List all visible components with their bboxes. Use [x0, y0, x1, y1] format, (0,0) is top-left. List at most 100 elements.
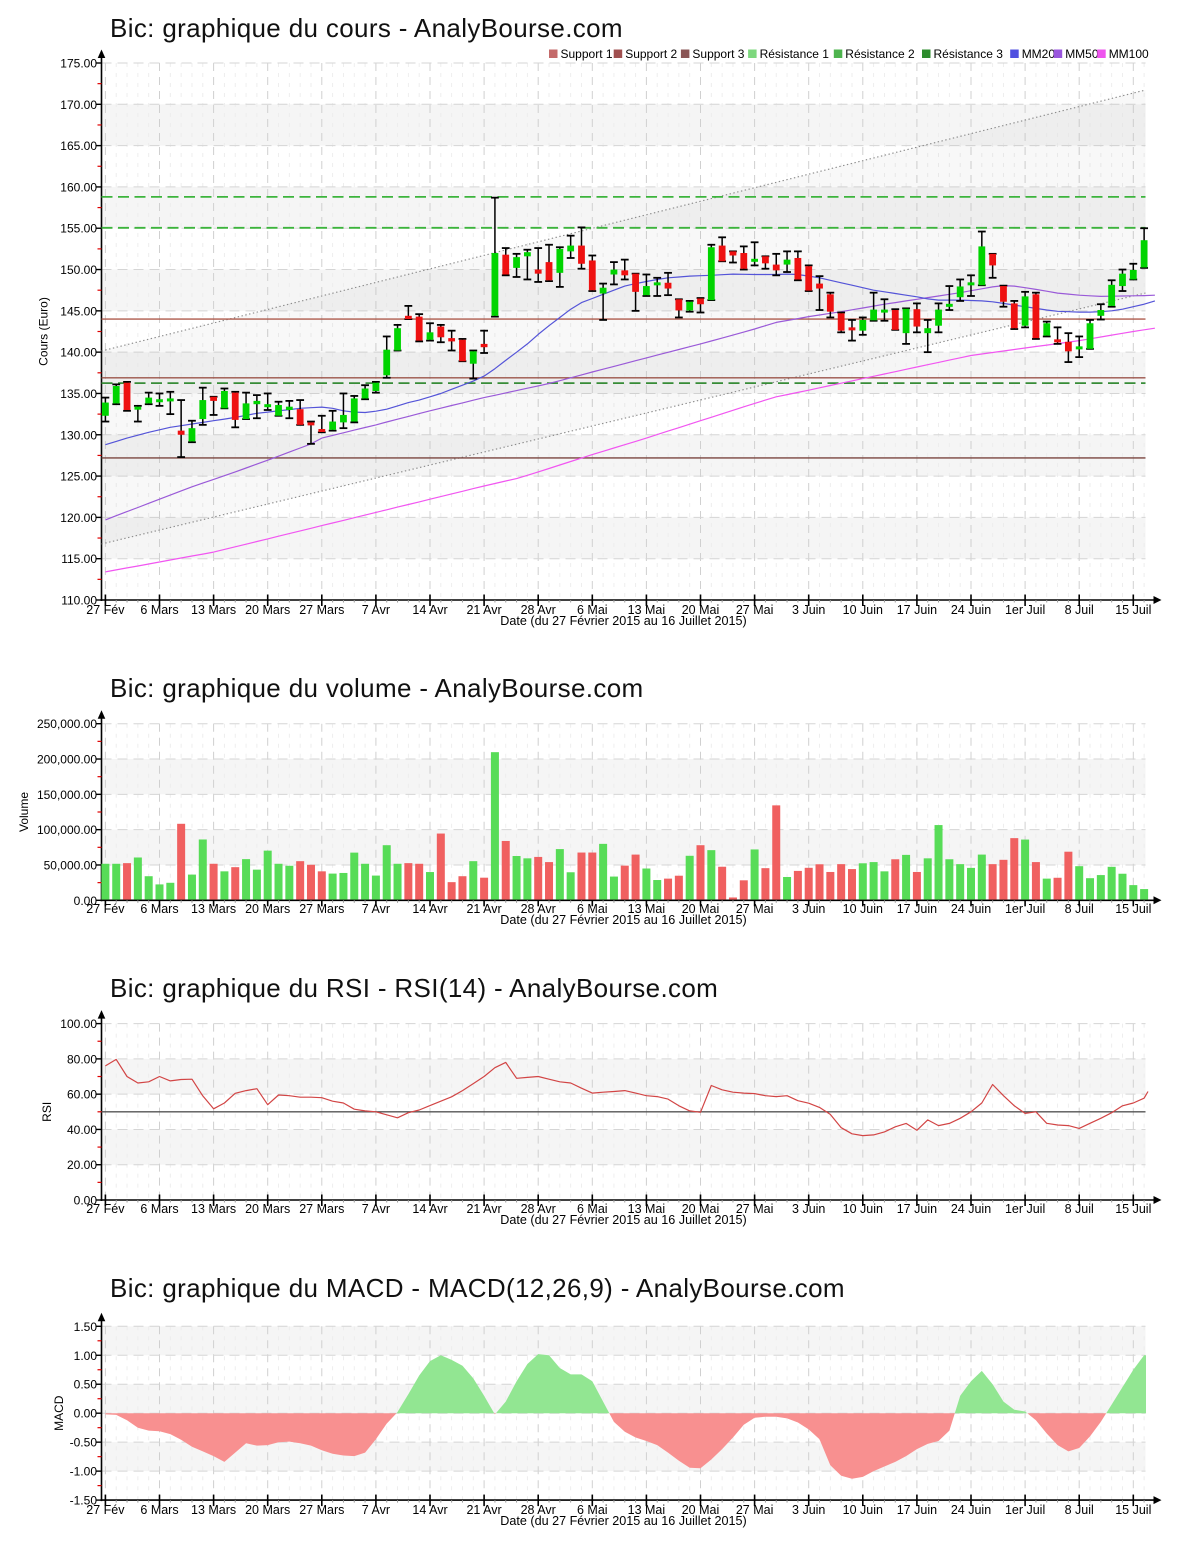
svg-text:6 Mars: 6 Mars	[140, 902, 178, 916]
svg-text:130.00: 130.00	[60, 428, 97, 442]
svg-text:6 Mai: 6 Mai	[577, 902, 608, 916]
svg-text:24 Juin: 24 Juin	[951, 603, 991, 617]
svg-text:8 Juil: 8 Juil	[1065, 1202, 1094, 1216]
svg-text:160.00: 160.00	[60, 180, 97, 194]
svg-text:13 Mars: 13 Mars	[191, 1202, 236, 1216]
svg-text:17 Juin: 17 Juin	[897, 1503, 937, 1517]
svg-text:13 Mai: 13 Mai	[628, 603, 666, 617]
svg-text:0.00: 0.00	[74, 1407, 98, 1421]
svg-text:80.00: 80.00	[67, 1052, 97, 1066]
svg-text:13 Mai: 13 Mai	[628, 1503, 666, 1517]
svg-text:27 Mai: 27 Mai	[736, 1503, 774, 1517]
svg-text:Support 1: Support 1	[561, 47, 613, 61]
svg-text:20 Mars: 20 Mars	[245, 902, 290, 916]
svg-text:20 Mai: 20 Mai	[682, 1202, 720, 1216]
svg-text:14 Avr: 14 Avr	[412, 1202, 447, 1216]
svg-text:50,000.00: 50,000.00	[44, 858, 98, 872]
svg-text:10 Juin: 10 Juin	[843, 1202, 883, 1216]
svg-text:21 Avr: 21 Avr	[466, 902, 501, 916]
svg-text:-0.50: -0.50	[70, 1436, 98, 1450]
svg-text:15 Juil: 15 Juil	[1115, 902, 1151, 916]
svg-text:Bic: graphique du RSI - RSI(14: Bic: graphique du RSI - RSI(14) - AnalyB…	[110, 973, 718, 1003]
svg-text:0.00: 0.00	[74, 1194, 98, 1208]
svg-text:21 Avr: 21 Avr	[466, 603, 501, 617]
svg-text:150,000.00: 150,000.00	[37, 788, 97, 802]
svg-text:15 Juil: 15 Juil	[1115, 603, 1151, 617]
svg-text:Date (du 27 Février 2015 au 16: Date (du 27 Février 2015 au 16 Juillet 2…	[500, 913, 746, 927]
svg-text:13 Mai: 13 Mai	[628, 902, 666, 916]
svg-text:Cours (Euro): Cours (Euro)	[37, 297, 51, 366]
svg-text:110.00: 110.00	[61, 594, 97, 608]
svg-text:1er Juil: 1er Juil	[1005, 1503, 1045, 1517]
svg-text:Date (du 27 Février 2015 au 16: Date (du 27 Février 2015 au 16 Juillet 2…	[500, 614, 746, 628]
svg-text:Support 2: Support 2	[625, 47, 677, 61]
svg-text:60.00: 60.00	[67, 1088, 97, 1102]
svg-text:13 Mars: 13 Mars	[191, 902, 236, 916]
svg-text:MM50: MM50	[1065, 47, 1099, 61]
svg-text:27 Mai: 27 Mai	[736, 1202, 774, 1216]
svg-text:0.50: 0.50	[74, 1378, 98, 1392]
svg-text:0.00: 0.00	[74, 894, 98, 908]
svg-text:17 Juin: 17 Juin	[897, 1202, 937, 1216]
svg-text:10 Juin: 10 Juin	[843, 902, 883, 916]
svg-text:MM20: MM20	[1022, 47, 1056, 61]
svg-text:3 Juin: 3 Juin	[792, 603, 825, 617]
svg-text:14 Avr: 14 Avr	[412, 603, 447, 617]
svg-text:Date (du 27 Février 2015 au 16: Date (du 27 Février 2015 au 16 Juillet 2…	[500, 1213, 746, 1227]
svg-text:-1.00: -1.00	[70, 1465, 98, 1479]
svg-text:15 Juil: 15 Juil	[1115, 1202, 1151, 1216]
svg-text:20 Mai: 20 Mai	[682, 603, 720, 617]
svg-text:17 Juin: 17 Juin	[897, 603, 937, 617]
svg-text:135.00: 135.00	[60, 387, 97, 401]
svg-text:27 Mars: 27 Mars	[299, 603, 344, 617]
svg-text:250,000.00: 250,000.00	[37, 717, 97, 731]
svg-text:Bic: graphique du MACD - MACD(: Bic: graphique du MACD - MACD(12,26,9) -…	[110, 1273, 845, 1303]
svg-text:24 Juin: 24 Juin	[951, 902, 991, 916]
svg-text:20 Mai: 20 Mai	[682, 902, 720, 916]
svg-text:200,000.00: 200,000.00	[37, 753, 97, 767]
svg-text:10 Juin: 10 Juin	[843, 1503, 883, 1517]
svg-text:10 Juin: 10 Juin	[843, 603, 883, 617]
svg-text:7 Avr: 7 Avr	[362, 603, 390, 617]
svg-text:14 Avr: 14 Avr	[412, 1503, 447, 1517]
svg-text:125.00: 125.00	[60, 470, 97, 484]
svg-text:28 Avr: 28 Avr	[521, 1503, 556, 1517]
svg-text:8 Juil: 8 Juil	[1065, 603, 1094, 617]
svg-text:145.00: 145.00	[60, 304, 97, 318]
svg-text:150.00: 150.00	[60, 263, 97, 277]
svg-text:1.00: 1.00	[74, 1349, 98, 1363]
svg-text:6 Mai: 6 Mai	[577, 603, 608, 617]
svg-text:165.00: 165.00	[60, 139, 97, 153]
svg-text:27 Fév: 27 Fév	[86, 1202, 125, 1216]
svg-text:6 Mars: 6 Mars	[140, 1202, 178, 1216]
svg-text:Bic: graphique du volume - Ana: Bic: graphique du volume - AnalyBourse.c…	[110, 673, 644, 703]
svg-text:1.50: 1.50	[74, 1320, 98, 1334]
svg-text:13 Mars: 13 Mars	[191, 603, 236, 617]
svg-text:20 Mars: 20 Mars	[245, 1503, 290, 1517]
svg-text:13 Mars: 13 Mars	[191, 1503, 236, 1517]
svg-text:1er Juil: 1er Juil	[1005, 1202, 1045, 1216]
svg-text:28 Avr: 28 Avr	[521, 1202, 556, 1216]
svg-text:MACD: MACD	[52, 1395, 66, 1431]
svg-text:100,000.00: 100,000.00	[37, 823, 97, 837]
svg-text:1er Juil: 1er Juil	[1005, 902, 1045, 916]
svg-text:27 Fév: 27 Fév	[86, 902, 125, 916]
svg-text:15 Juil: 15 Juil	[1115, 1503, 1151, 1517]
svg-text:21 Avr: 21 Avr	[466, 1503, 501, 1517]
svg-text:140.00: 140.00	[60, 346, 97, 360]
svg-text:8 Juil: 8 Juil	[1065, 902, 1094, 916]
svg-text:1er Juil: 1er Juil	[1005, 603, 1045, 617]
svg-text:6 Mai: 6 Mai	[577, 1503, 608, 1517]
svg-text:27 Mars: 27 Mars	[299, 902, 344, 916]
svg-text:20 Mars: 20 Mars	[245, 603, 290, 617]
svg-text:27 Mars: 27 Mars	[299, 1202, 344, 1216]
svg-text:100.00: 100.00	[60, 1017, 97, 1031]
svg-text:13 Mai: 13 Mai	[628, 1202, 666, 1216]
svg-text:24 Juin: 24 Juin	[951, 1202, 991, 1216]
svg-text:Résistance 3: Résistance 3	[934, 47, 1004, 61]
svg-text:7 Avr: 7 Avr	[362, 902, 390, 916]
svg-text:120.00: 120.00	[60, 511, 97, 525]
svg-text:-1.50: -1.50	[70, 1494, 98, 1508]
svg-text:14 Avr: 14 Avr	[412, 902, 447, 916]
svg-text:20 Mars: 20 Mars	[245, 1202, 290, 1216]
